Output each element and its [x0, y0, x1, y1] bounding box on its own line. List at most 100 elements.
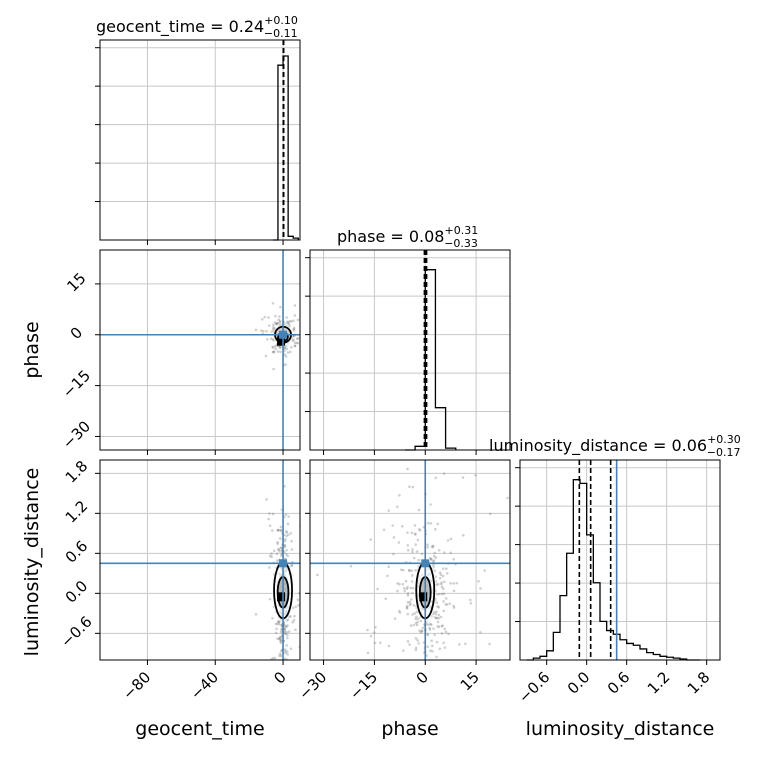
scatter-point: [290, 345, 293, 349]
scatter-point: [278, 537, 282, 540]
scatter-point: [415, 623, 419, 627]
scatter-point: [410, 574, 414, 577]
y-tick-label-phase: −15: [59, 367, 94, 402]
scatter-point: [279, 546, 283, 550]
scatter-point: [441, 624, 444, 628]
panel-frame: [99, 249, 301, 451]
scatter-point: [405, 604, 409, 608]
scatter-point: [366, 651, 370, 655]
scatter-point: [409, 624, 413, 627]
panel-frame: [309, 249, 511, 451]
scatter-point: [272, 346, 275, 349]
scatter-point: [417, 558, 421, 562]
scatter-point: [413, 612, 417, 615]
scatter-point: [439, 573, 443, 576]
scatter-point: [440, 624, 444, 628]
scatter-point: [279, 554, 283, 557]
scatter-point: [270, 555, 273, 559]
scatter-point: [401, 582, 405, 586]
scatter-point: [268, 524, 272, 527]
scatter-point: [270, 552, 273, 555]
scatter-point: [462, 719, 465, 722]
scatter-point: [406, 467, 409, 471]
scatter-point: [436, 605, 439, 608]
scatter-point: [292, 327, 295, 331]
scatter-point: [304, 598, 307, 601]
scatter-point: [461, 476, 465, 479]
y-tick-label-phase: 15: [63, 269, 89, 295]
scatter-point: [266, 730, 269, 733]
scatter-point: [293, 341, 297, 345]
scatter-point: [293, 614, 296, 618]
scatter-point: [452, 589, 456, 593]
scatter-point: [430, 545, 434, 548]
scatter-point: [277, 620, 280, 624]
scatter-point: [429, 557, 433, 561]
scatter-point: [284, 355, 288, 358]
scatter-point: [414, 569, 417, 572]
scatter-point: [427, 623, 430, 626]
scatter-point: [285, 534, 288, 538]
x-tick-label-luminosity_distance: 1.8: [684, 668, 714, 698]
scatter-point: [272, 367, 275, 371]
panel-geocent_time-luminosity_distance: [95, 459, 307, 733]
scatter-point: [426, 633, 430, 637]
scatter-point: [295, 337, 299, 341]
scatter-point: [272, 549, 276, 553]
x-tick-label-luminosity_distance: −0.6: [515, 668, 553, 706]
scatter-point: [284, 632, 287, 636]
scatter-point: [420, 552, 424, 556]
scatter-point: [438, 571, 442, 575]
scatter-point: [382, 528, 386, 532]
x-tick-label-phase: −15: [346, 668, 381, 703]
scatter-point: [417, 422, 420, 425]
scatter-point: [452, 606, 456, 609]
scatter-point: [273, 344, 277, 348]
scatter-point: [444, 597, 448, 600]
scatter-point: [428, 626, 432, 630]
scatter-point: [419, 630, 423, 634]
panel-geocent_time-hist: [95, 39, 301, 245]
scatter-point: [417, 642, 420, 645]
scatter-point: [449, 582, 452, 585]
scatter-point: [254, 328, 258, 332]
scatter-point: [296, 336, 300, 340]
scatter-point: [410, 531, 414, 535]
panel-frame: [99, 459, 301, 661]
scatter-point: [260, 318, 264, 321]
scatter-point: [414, 646, 418, 650]
scatter-point: [452, 604, 455, 608]
scatter-point: [413, 524, 417, 527]
scatter-point: [437, 616, 441, 620]
scatter-points: [254, 484, 307, 733]
scatter-point: [433, 551, 437, 555]
scatter-point: [279, 631, 283, 634]
scatter-point: [265, 329, 268, 333]
y-tick-label-phase: 0: [67, 323, 86, 342]
x-tick-label-geocent_time: 0: [270, 668, 289, 687]
scatter-point: [263, 315, 267, 319]
scatter-point: [449, 537, 453, 541]
title-luminosity-distance: luminosity_distance = 0.06+0.30 −0.17: [489, 433, 741, 459]
scatter-point: [426, 632, 429, 636]
ylabel-phase: phase: [21, 321, 43, 378]
scatter-point: [275, 322, 278, 326]
scatter-point: [296, 341, 300, 345]
scatter-point: [420, 630, 424, 633]
scatter-point: [270, 529, 274, 532]
panel-phase-luminosity_distance: [305, 422, 511, 722]
scatter-point: [429, 623, 433, 627]
scatter-point: [412, 604, 416, 607]
scatter-point: [397, 609, 401, 613]
scatter-point: [442, 472, 446, 475]
scatter-point: [284, 363, 287, 366]
panel-geocent_time-phase: [95, 249, 301, 455]
scatter-point: [277, 622, 281, 626]
scatter-point: [279, 639, 283, 642]
scatter-point: [396, 505, 399, 509]
scatter-point: [283, 544, 287, 547]
scatter-point: [400, 568, 403, 572]
scatter-point: [277, 703, 280, 706]
scatter-point: [445, 603, 449, 606]
scatter-point: [273, 656, 277, 660]
